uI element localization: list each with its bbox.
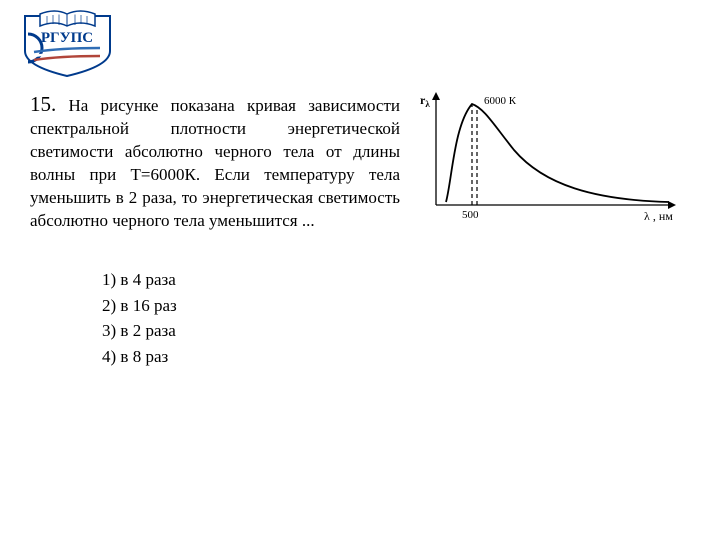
x-tick-label: 500	[462, 209, 479, 221]
options-list: 1) в 4 раза 2) в 16 раз 3) в 2 раза 4) в…	[102, 267, 690, 369]
option-4: 4) в 8 раз	[102, 344, 690, 370]
planck-curve	[446, 104, 669, 202]
question-block: 15. На рисунке показана кривая зависимос…	[30, 90, 400, 245]
question-number: 15.	[30, 92, 56, 116]
logo-text: РГУПС	[41, 30, 93, 46]
content: 15. На рисунке показана кривая зависимос…	[30, 90, 690, 369]
logo: РГУПС	[20, 6, 115, 83]
temp-label: 6000 К	[484, 95, 517, 107]
x-axis-label: λ , нм	[644, 209, 673, 223]
question-body: На рисунке показана кривая зависимости с…	[30, 96, 400, 230]
option-2: 2) в 16 раз	[102, 293, 690, 319]
chart: rλ 6000 К 500 λ , нм	[414, 90, 690, 245]
y-axis-arrow	[432, 92, 440, 100]
y-axis-label: rλ	[420, 93, 430, 109]
option-3: 3) в 2 раза	[102, 318, 690, 344]
x-axis-arrow	[668, 201, 676, 209]
option-1: 1) в 4 раза	[102, 267, 690, 293]
